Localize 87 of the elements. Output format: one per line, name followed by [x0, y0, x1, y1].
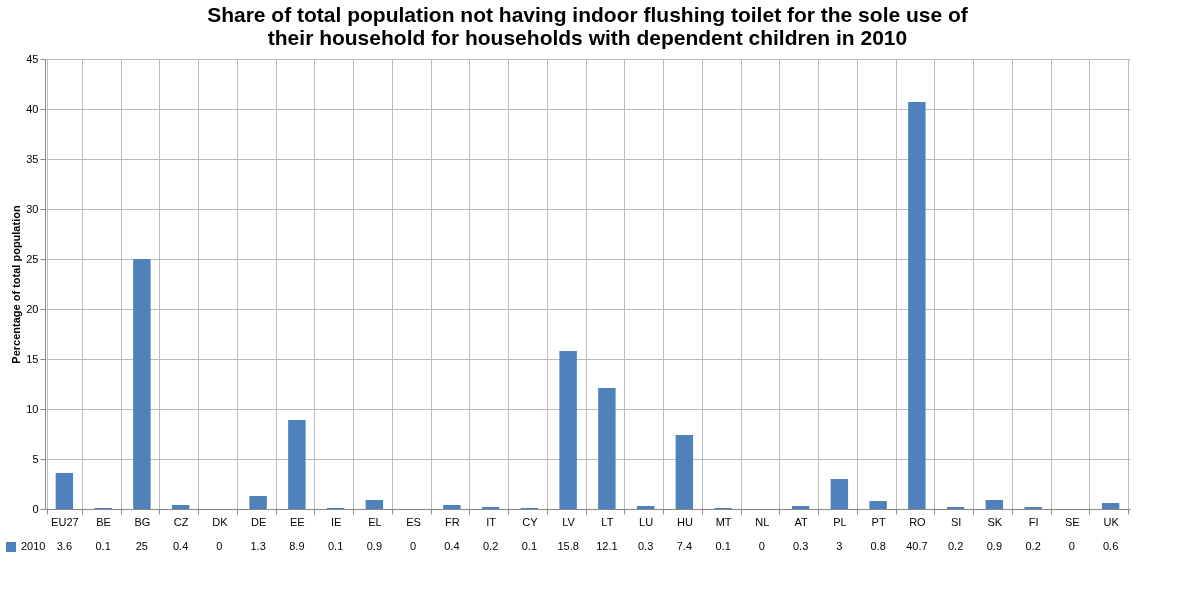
- bar: [908, 102, 926, 509]
- x-tick-label: DE: [250, 515, 267, 528]
- bar: [55, 473, 74, 509]
- bar: [869, 501, 887, 509]
- data-label: 0.2: [482, 540, 499, 552]
- bar: [791, 506, 810, 509]
- x-tick-label: DK: [212, 515, 229, 528]
- legend-label: 2010: [21, 540, 46, 552]
- data-label: 7.4: [676, 540, 693, 552]
- data-label: 0: [410, 540, 417, 552]
- x-tick-label: PL: [833, 515, 847, 528]
- bar: [249, 496, 267, 509]
- data-label: 0.1: [521, 540, 538, 552]
- text: their household for households with dependent children in 2010: [267, 26, 908, 49]
- data-label: 0.6: [1102, 540, 1119, 552]
- x-tick-label: IT: [486, 515, 497, 528]
- x-tick-label: EE: [290, 515, 305, 528]
- x-tick-label: EL: [368, 515, 382, 528]
- data-label: 0.2: [1025, 540, 1041, 552]
- data-label: 0.9: [366, 540, 383, 552]
- bar: [288, 420, 306, 509]
- data-label: 12.1: [596, 540, 618, 552]
- y-tick-label: 20: [26, 302, 39, 315]
- x-tick-label: LV: [562, 515, 576, 528]
- bar: [1101, 503, 1120, 509]
- y-tick-label: 45: [26, 52, 39, 65]
- data-label: 8.9: [289, 540, 305, 552]
- x-tick-label: SK: [987, 515, 1003, 528]
- y-tick-label: 5: [32, 452, 39, 465]
- data-label: 0.1: [715, 540, 731, 552]
- x-tick-label: CZ: [173, 515, 189, 528]
- data-label: 25: [135, 540, 148, 552]
- bar: [598, 388, 616, 509]
- x-tick-label: LU: [639, 515, 654, 528]
- data-label: 0: [216, 540, 223, 552]
- data-label: 0.9: [986, 540, 1003, 552]
- x-tick-label: NL: [755, 515, 770, 528]
- x-tick-label: RO: [909, 515, 927, 528]
- x-tick-label: SI: [950, 515, 962, 528]
- data-label: 0.3: [792, 540, 809, 552]
- data-label: 0.3: [637, 540, 654, 552]
- bar: [171, 505, 190, 509]
- bar: [830, 479, 849, 509]
- x-tick-label: BE: [96, 515, 111, 528]
- data-label: 1.3: [250, 540, 266, 552]
- data-label: 0.2: [947, 540, 964, 552]
- y-tick-label: 10: [26, 402, 39, 415]
- data-label: 0: [758, 540, 765, 552]
- bar: [675, 435, 694, 509]
- data-label: 0: [1068, 540, 1075, 552]
- x-tick-label: HU: [676, 515, 693, 528]
- x-tick-label: AT: [794, 515, 809, 528]
- y-tick-label: 40: [26, 102, 39, 115]
- data-label: 3: [836, 540, 843, 552]
- bar: [636, 506, 655, 509]
- x-tick-label: ES: [406, 515, 421, 528]
- y-tick-label: 25: [26, 252, 39, 265]
- y-axis-title: Percentage of total population: [10, 205, 23, 364]
- y-tick-label: 30: [26, 202, 39, 215]
- text: Share of total population not having indoor flushing toilet for the sole use of: [207, 3, 968, 26]
- x-tick-label: UK: [1103, 515, 1120, 528]
- y-tick-label: 15: [26, 352, 39, 365]
- data-label: 3.6: [56, 540, 73, 552]
- x-tick-label: BG: [134, 515, 151, 528]
- x-tick-label: CY: [522, 515, 539, 528]
- x-tick-label: SE: [1065, 515, 1080, 528]
- bar: [443, 505, 461, 509]
- x-tick-label: PT: [871, 515, 886, 528]
- x-tick-label: LT: [601, 515, 614, 528]
- x-tick-label: FR: [445, 515, 460, 528]
- data-label: 0.1: [95, 540, 111, 552]
- bar: [559, 351, 577, 509]
- data-label: 40.7: [906, 540, 928, 552]
- y-tick-label: 0: [32, 502, 39, 515]
- x-tick-label: MT: [715, 515, 732, 528]
- data-label: 0.4: [444, 540, 460, 552]
- y-tick-label: 35: [26, 152, 39, 165]
- data-label: 0.4: [172, 540, 189, 552]
- x-tick-label: IE: [330, 515, 342, 528]
- bar: [985, 500, 1004, 509]
- x-tick-label: EU27: [51, 515, 79, 528]
- x-tick-label: FI: [1028, 515, 1039, 528]
- bar: [365, 500, 384, 509]
- data-label: 0.1: [327, 540, 344, 552]
- data-label: 0.8: [870, 540, 886, 552]
- data-label: 15.8: [557, 540, 579, 552]
- bar: [133, 259, 151, 509]
